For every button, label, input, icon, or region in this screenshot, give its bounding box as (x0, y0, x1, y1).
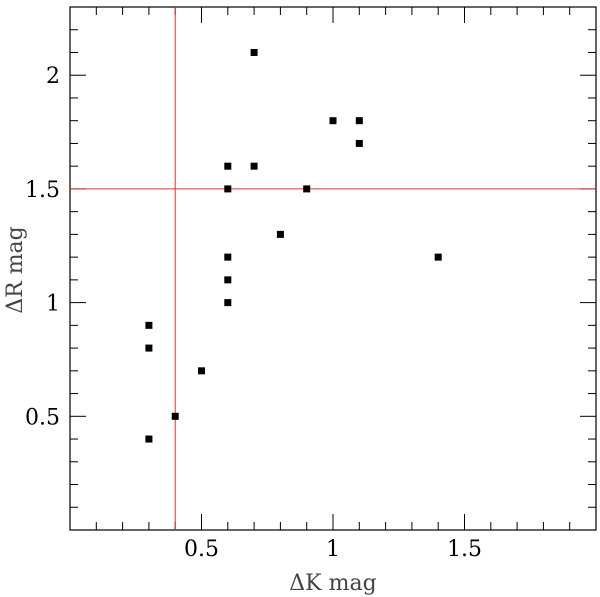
data-point (224, 276, 232, 284)
x-axis-label: ΔK mag (289, 571, 376, 596)
data-point (145, 344, 153, 352)
y-tick-label: 1 (46, 292, 60, 317)
data-point (434, 253, 442, 261)
y-axis-label: ΔR mag (3, 226, 28, 314)
data-point (224, 185, 232, 193)
data-point (145, 435, 153, 443)
data-point (276, 230, 284, 238)
data-point (355, 139, 363, 147)
x-tick-label: 1.5 (447, 537, 482, 562)
plot-frame (69, 6, 597, 531)
data-point (355, 117, 363, 125)
axis-ticks (70, 7, 596, 530)
tick-labels: 0.5 1 1.5 0.5 1 1.5 2 (25, 64, 482, 562)
data-point (250, 48, 258, 56)
x-tick-label: 0.5 (184, 537, 219, 562)
data-point (224, 162, 232, 170)
y-tick-label: 1.5 (25, 178, 60, 203)
data-point (224, 253, 232, 261)
data-points (145, 48, 442, 443)
y-tick-label: 2 (46, 64, 60, 89)
x-tick-label: 1 (326, 537, 340, 562)
data-point (250, 162, 258, 170)
data-point (145, 321, 153, 329)
data-point (303, 185, 311, 193)
y-tick-label: 0.5 (25, 405, 60, 430)
data-point (171, 412, 179, 420)
data-point (224, 299, 232, 307)
data-point (329, 117, 337, 125)
data-point (198, 367, 205, 375)
